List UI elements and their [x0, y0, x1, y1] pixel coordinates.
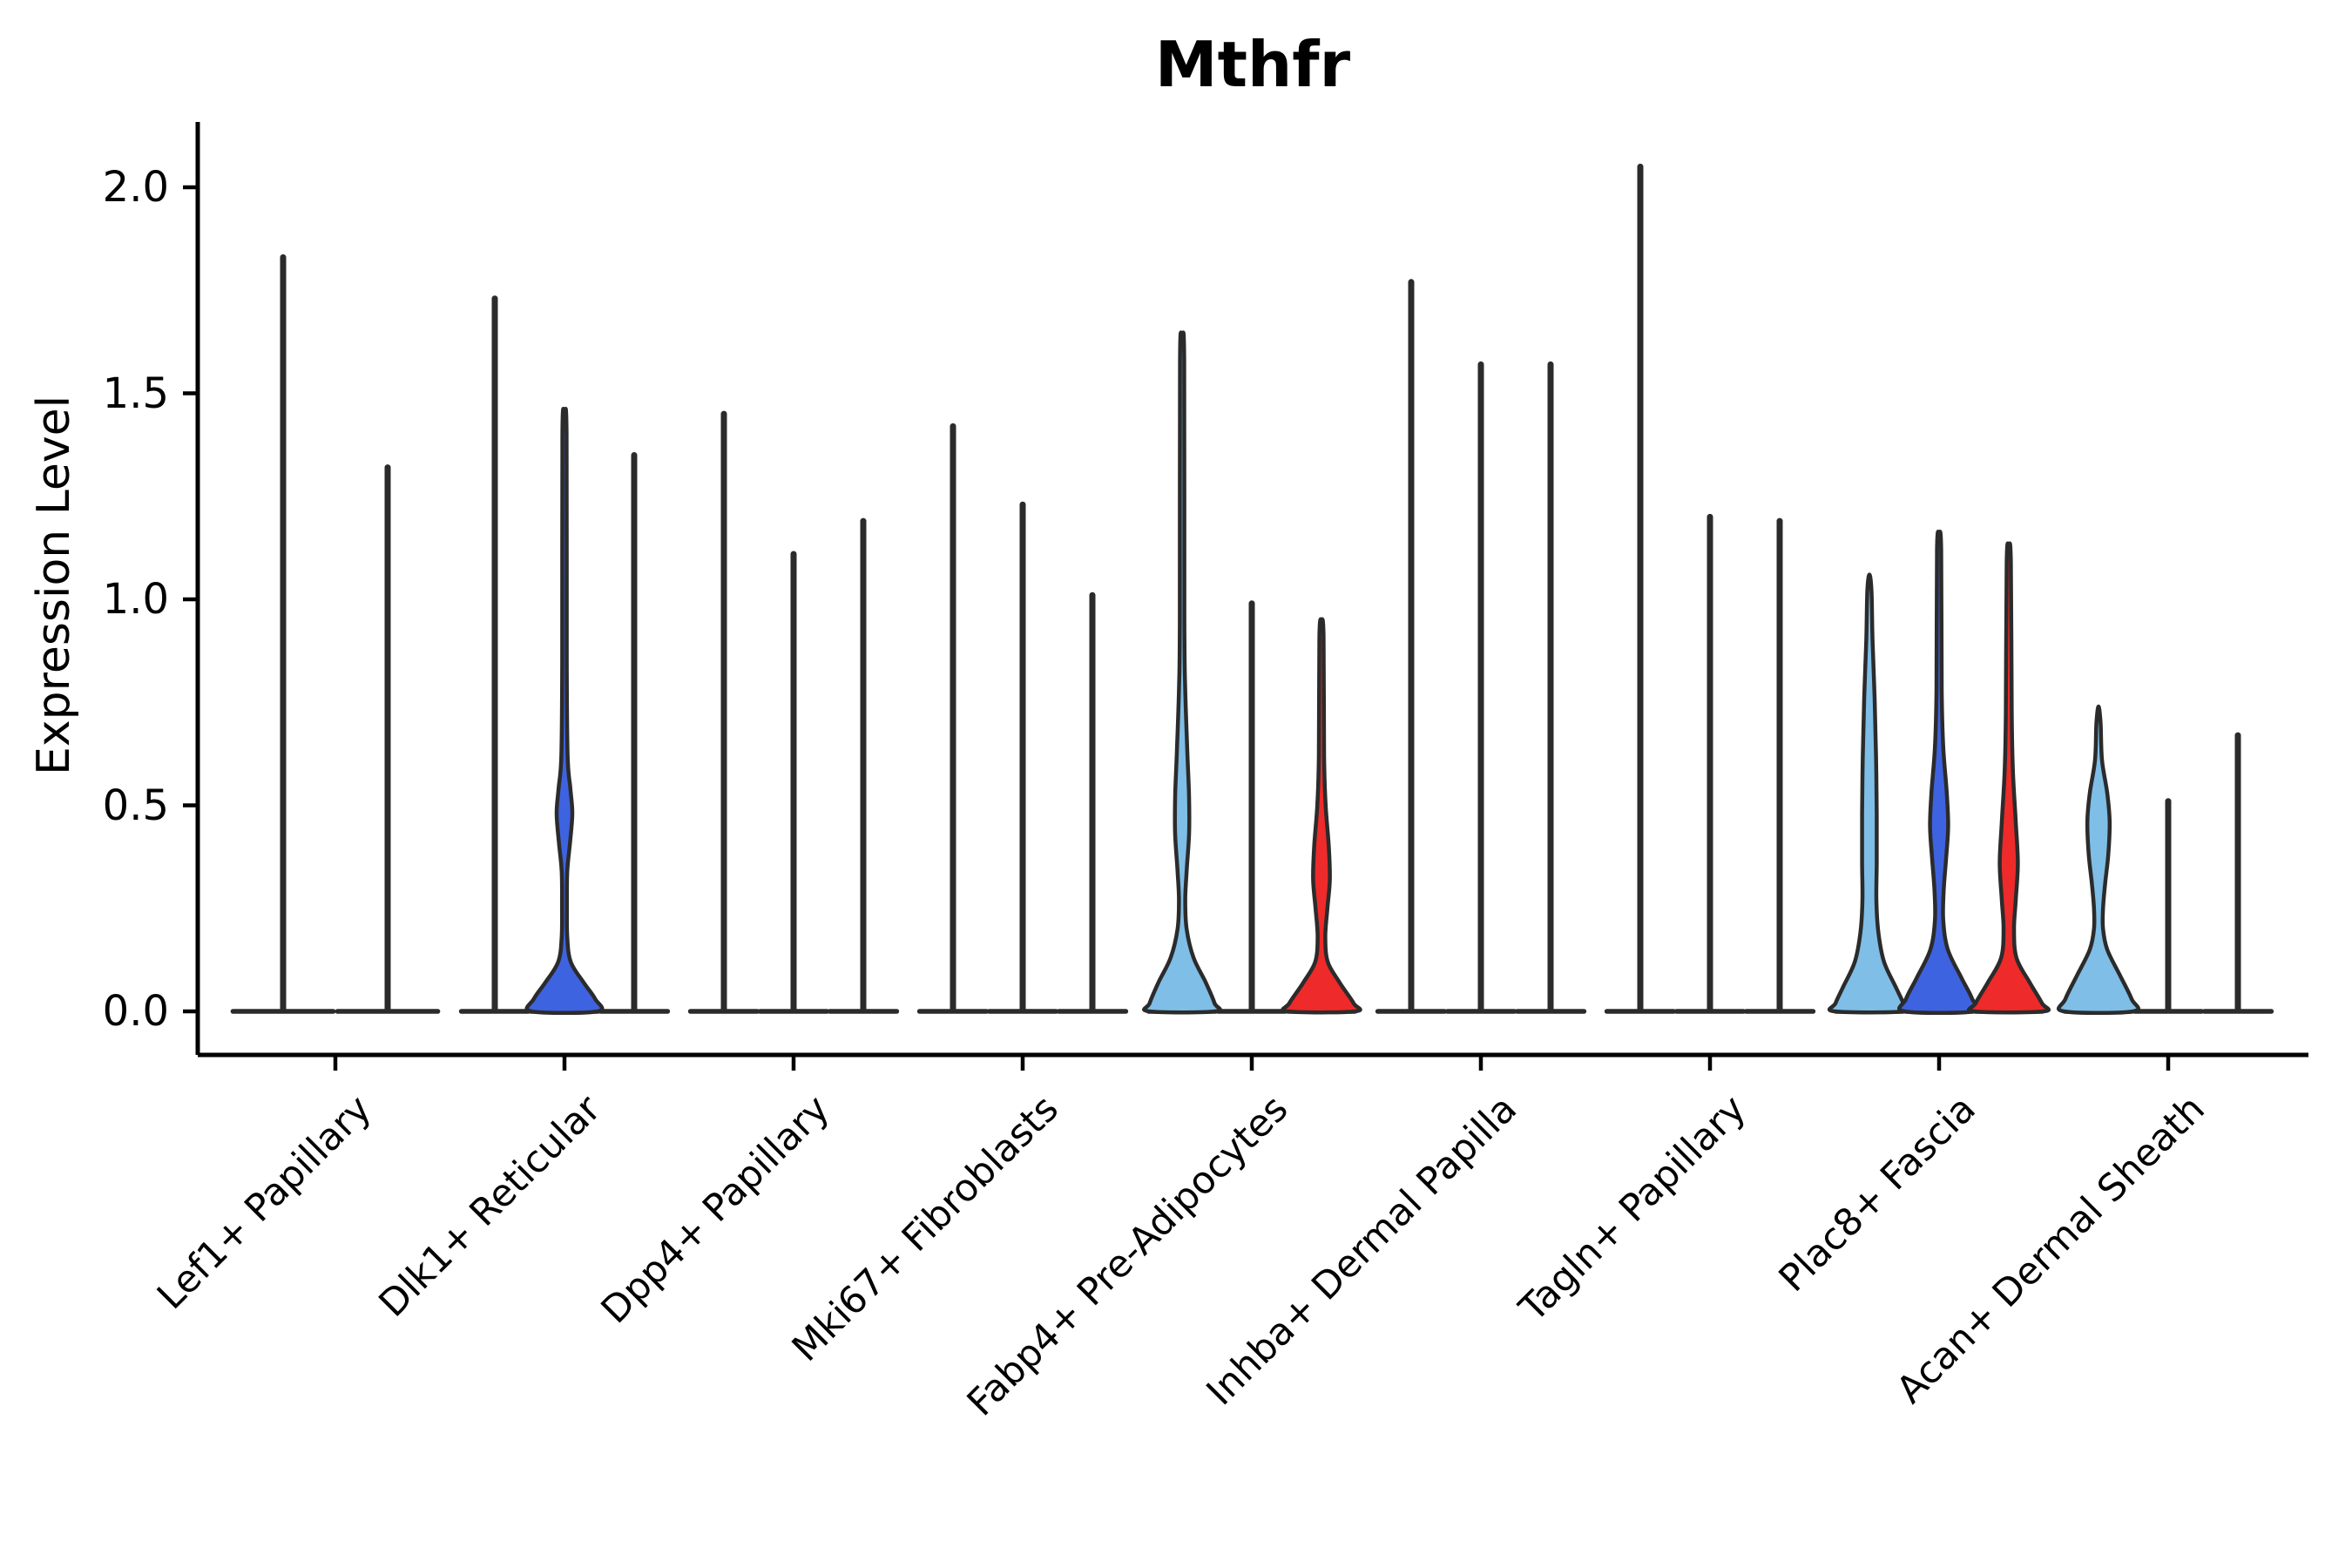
violin-body [1281, 617, 1362, 1015]
y-tick-label: 1.0 [102, 575, 169, 624]
y-tick-label: 0.0 [102, 987, 169, 1036]
y-tick-label: 1.5 [102, 368, 169, 418]
violin-body [1142, 330, 1222, 1015]
y-tick-label: 2.0 [102, 163, 169, 212]
chart-title: Mthfr [1154, 28, 1351, 101]
violin-body [1827, 572, 1912, 1015]
violin-body [1897, 530, 1981, 1016]
violin-body [524, 407, 605, 1016]
violin-body [2056, 704, 2141, 1016]
y-tick-label: 0.5 [102, 781, 169, 830]
violin-body [1966, 541, 2051, 1015]
